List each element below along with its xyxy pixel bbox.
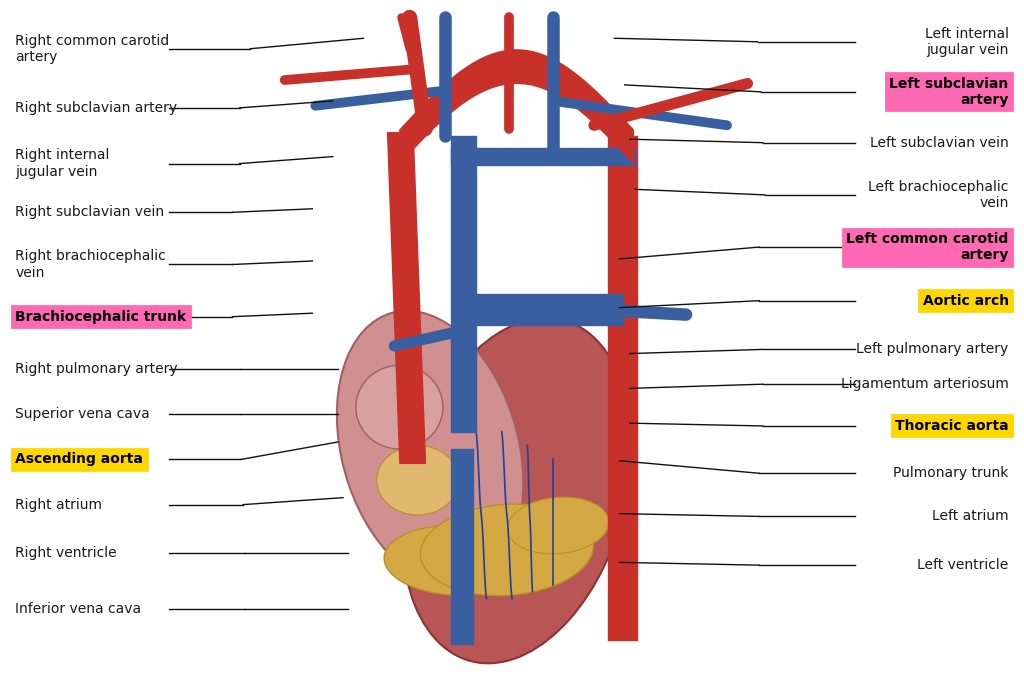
Text: Right common carotid
artery: Right common carotid artery — [15, 33, 170, 64]
Text: Ligamentum arteriosum: Ligamentum arteriosum — [841, 377, 1009, 391]
Text: Inferior vena cava: Inferior vena cava — [15, 602, 141, 616]
Text: Brachiocephalic trunk: Brachiocephalic trunk — [15, 310, 186, 324]
Text: Left common carotid
artery: Left common carotid artery — [847, 232, 1009, 262]
Text: Right brachiocephalic
vein: Right brachiocephalic vein — [15, 249, 166, 280]
Text: Left internal
jugular vein: Left internal jugular vein — [925, 26, 1009, 57]
Ellipse shape — [421, 504, 593, 596]
Text: Thoracic aorta: Thoracic aorta — [895, 419, 1009, 433]
Text: Left atrium: Left atrium — [932, 509, 1009, 523]
Ellipse shape — [508, 497, 608, 554]
Text: Right subclavian artery: Right subclavian artery — [15, 101, 177, 115]
Text: Pulmonary trunk: Pulmonary trunk — [893, 466, 1009, 480]
Text: Ascending aorta: Ascending aorta — [15, 452, 143, 466]
Text: Left subclavian
artery: Left subclavian artery — [890, 77, 1009, 107]
Ellipse shape — [337, 311, 523, 587]
Ellipse shape — [402, 318, 632, 663]
Text: Aortic arch: Aortic arch — [923, 294, 1009, 308]
Text: Left brachiocephalic
vein: Left brachiocephalic vein — [868, 180, 1009, 210]
Ellipse shape — [384, 525, 527, 595]
Text: Left subclavian vein: Left subclavian vein — [870, 136, 1009, 150]
Text: Superior vena cava: Superior vena cava — [15, 407, 151, 421]
Ellipse shape — [356, 365, 443, 449]
Text: Right subclavian vein: Right subclavian vein — [15, 205, 165, 219]
Text: Right internal
jugular vein: Right internal jugular vein — [15, 148, 110, 179]
Text: Right ventricle: Right ventricle — [15, 546, 117, 560]
Ellipse shape — [377, 445, 459, 515]
Text: Right atrium: Right atrium — [15, 498, 102, 512]
Text: Left ventricle: Left ventricle — [918, 558, 1009, 572]
Text: Right pulmonary artery: Right pulmonary artery — [15, 362, 178, 376]
Text: Left pulmonary artery: Left pulmonary artery — [856, 342, 1009, 356]
